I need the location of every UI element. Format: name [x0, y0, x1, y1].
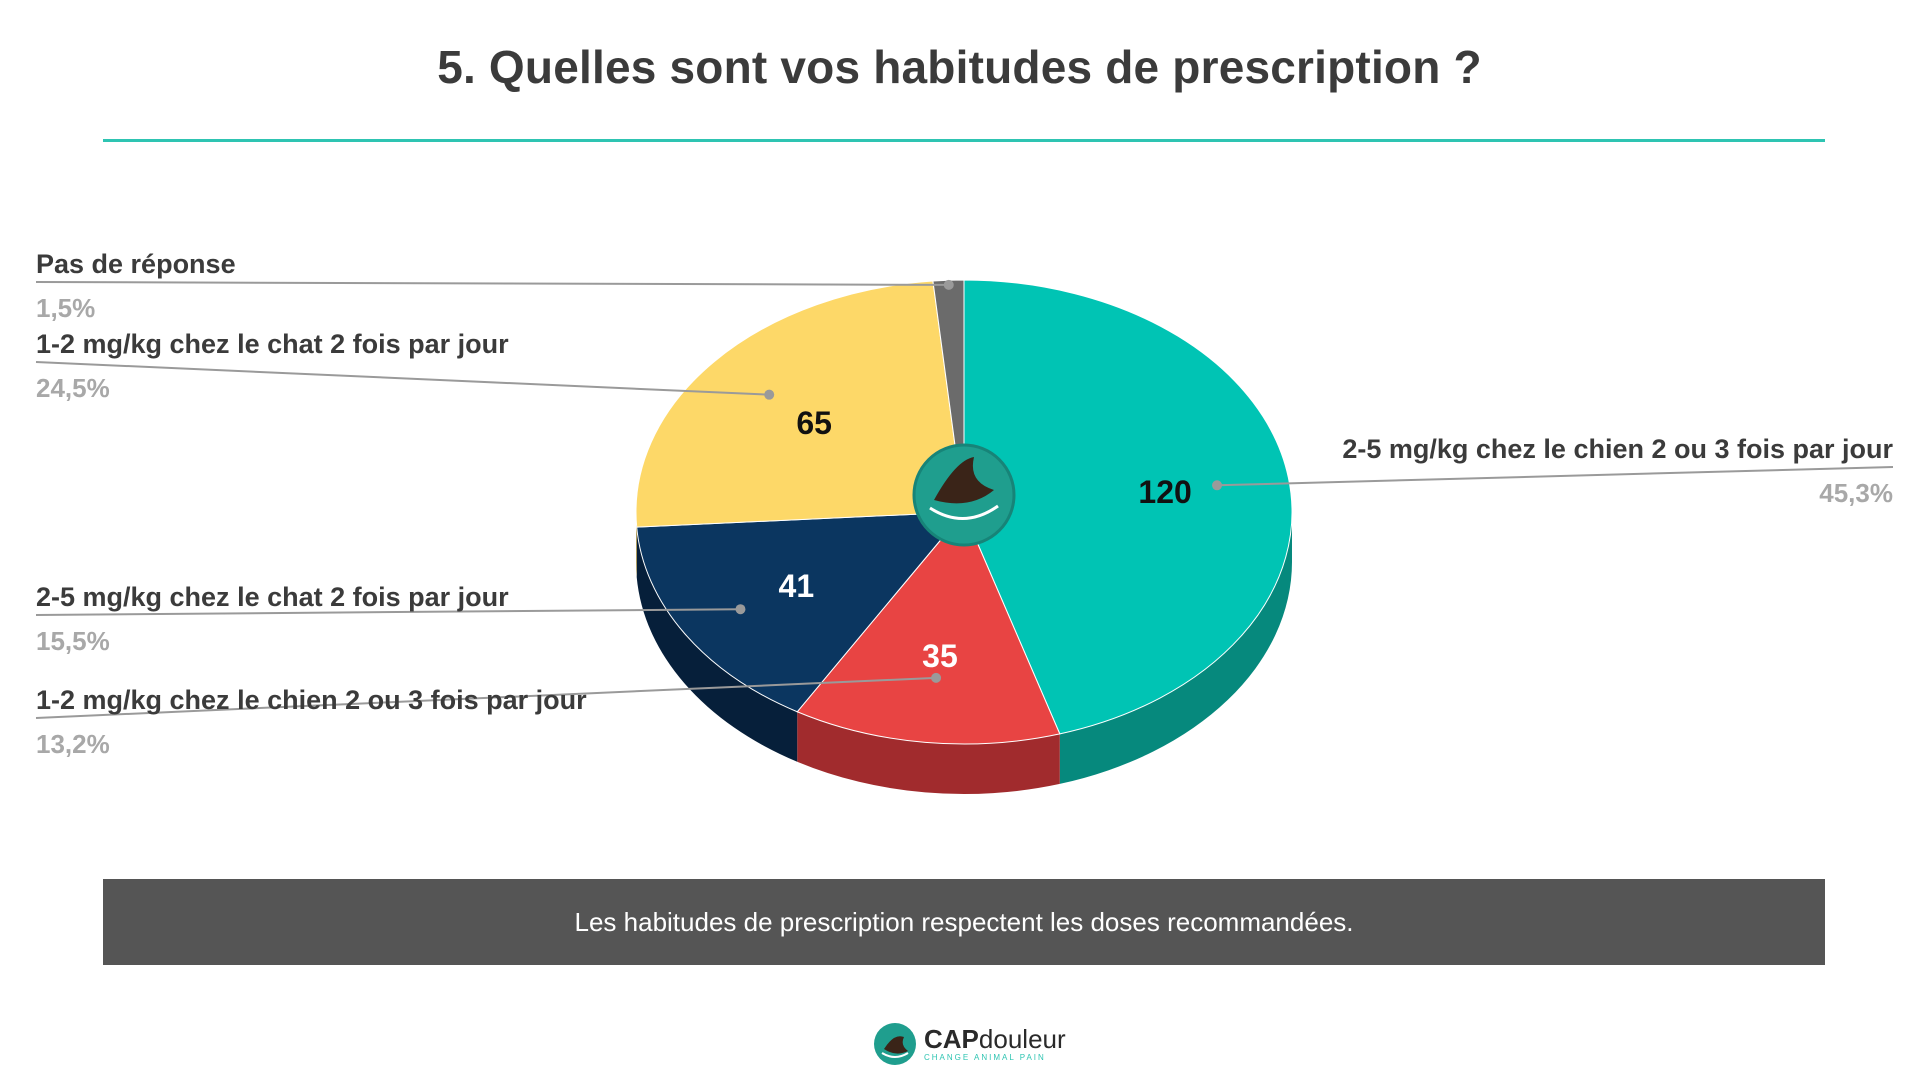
- pie-side-2: [797, 711, 1060, 795]
- value-label-1: 120: [1138, 474, 1191, 510]
- category-name: 1-2 mg/kg chez le chat 2 fois par jour: [36, 329, 509, 359]
- category-label-3: 2-5 mg/kg chez le chat 2 fois par jour 15…: [35, 582, 746, 656]
- pie-slice-3: [636, 511, 966, 713]
- category-name: 1-2 mg/kg chez le chien 2 ou 3 fois par …: [36, 685, 587, 715]
- category-label-1: 2-5 mg/kg chez le chien 2 ou 3 fois par …: [1212, 434, 1893, 508]
- value-label-2: 35: [922, 638, 958, 674]
- brand-name: CAPdouleur: [924, 1024, 1066, 1054]
- category-percent: 1,5%: [36, 293, 95, 323]
- pie-slice-4: [635, 280, 965, 528]
- title-divider: [103, 139, 1825, 142]
- paw-logo-icon: [912, 443, 1016, 547]
- pie-chart: 120 35 41 65 2-5 mg/kg chez le chien 2 ou 3 …: [35, 249, 1893, 795]
- pie-side-3: [636, 527, 798, 762]
- category-name: Pas de réponse: [36, 249, 236, 279]
- category-percent: 13,2%: [36, 729, 110, 759]
- value-label-3: 41: [779, 568, 815, 604]
- value-label-4: 65: [796, 405, 832, 441]
- category-percent: 24,5%: [36, 373, 110, 403]
- pie-side-1: [1059, 512, 1292, 784]
- category-label-5: Pas de réponse 1,5%: [35, 249, 954, 323]
- brand-tagline: CHANGE ANIMAL PAIN: [924, 1053, 1046, 1062]
- category-name: 2-5 mg/kg chez le chat 2 fois par jour: [36, 582, 509, 612]
- category-label-4: 1-2 mg/kg chez le chat 2 fois par jour 24…: [35, 329, 775, 403]
- pie-slice-1: [963, 279, 1293, 735]
- pie-slice-2: [796, 511, 1061, 745]
- footer-logo: CAPdouleur CHANGE ANIMAL PAIN: [874, 1022, 1066, 1066]
- conclusion-banner: Les habitudes de prescription respectent…: [103, 879, 1825, 965]
- category-label-2: 1-2 mg/kg chez le chien 2 ou 3 fois par …: [35, 672, 942, 759]
- page-title: 5. Quelles sont vos habitudes de prescri…: [437, 41, 1482, 93]
- category-name: 2-5 mg/kg chez le chien 2 ou 3 fois par …: [1342, 434, 1893, 464]
- cap-douleur-logo-icon: [874, 1023, 916, 1065]
- category-percent: 45,3%: [1819, 478, 1893, 508]
- conclusion-text: Les habitudes de prescription respectent…: [574, 906, 1354, 937]
- category-percent: 15,5%: [36, 626, 110, 656]
